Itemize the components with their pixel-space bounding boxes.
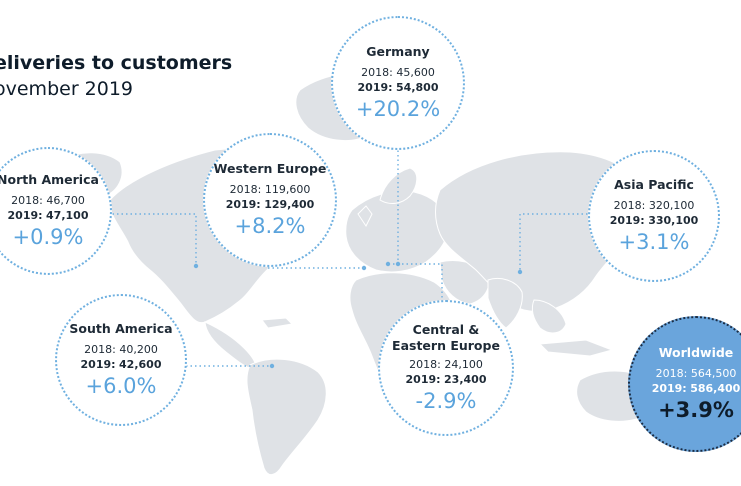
map-central-america xyxy=(204,321,257,371)
connector-dot-asia-pacific xyxy=(517,269,523,275)
bubble-central-eastern-europe: Central & Eastern Europe 2018: 24,100 20… xyxy=(378,300,514,436)
connector-dot-germany xyxy=(395,261,401,267)
value-2019: 2019: 23,400 xyxy=(405,372,487,386)
map-india xyxy=(487,278,523,329)
value-2018: 2018: 40,200 xyxy=(84,342,158,356)
bubble-western-europe: Western Europe 2018: 119,600 2019: 129,4… xyxy=(203,133,337,267)
value-2019: 2019: 129,400 xyxy=(225,197,315,211)
connector-north-america xyxy=(108,213,197,266)
map-south-america xyxy=(246,358,327,475)
value-2018: 2018: 119,600 xyxy=(229,182,311,196)
value-2018: 2018: 45,600 xyxy=(361,65,435,79)
change-percent: +3.9% xyxy=(658,397,734,422)
title-line-2: ovember 2019 xyxy=(0,78,134,100)
map-caribbean xyxy=(261,317,294,329)
map-uk xyxy=(357,205,373,227)
connector-asia-pacific xyxy=(519,213,592,272)
change-percent: +8.2% xyxy=(234,213,306,238)
connector-dot-central-eastern-europe xyxy=(385,261,391,267)
connector-dot-south-america xyxy=(269,363,275,369)
title-line-1: eliveries to customers xyxy=(0,52,233,74)
value-2018: 2018: 46,700 xyxy=(11,193,85,207)
bubble-north-america: North America 2018: 46,700 2019: 47,100 … xyxy=(0,147,112,275)
connector-dot-western-europe xyxy=(361,265,367,271)
value-2019: 2019: 47,100 xyxy=(7,208,89,222)
map-europe xyxy=(345,190,449,273)
value-2019: 2019: 42,600 xyxy=(80,357,162,371)
map-scandinavia xyxy=(379,167,418,204)
value-2019: 2019: 586,400 xyxy=(651,381,741,395)
change-percent: +3.1% xyxy=(618,229,690,254)
region-name: Germany xyxy=(366,43,430,59)
value-2019: 2019: 54,800 xyxy=(357,80,439,94)
bubble-asia-pacific: Asia Pacific 2018: 320,100 2019: 330,100… xyxy=(588,150,720,282)
region-name: Western Europe xyxy=(213,160,327,176)
change-percent: +6.0% xyxy=(85,373,157,398)
change-percent: +20.2% xyxy=(355,96,441,121)
connector-dot-north-america xyxy=(193,263,199,269)
region-name: North America xyxy=(0,171,99,187)
bubble-germany: Germany 2018: 45,600 2019: 54,800 +20.2% xyxy=(331,16,465,150)
page-title: eliveries to customers ovember 2019 xyxy=(0,50,232,102)
change-percent: -2.9% xyxy=(415,388,477,413)
bubble-worldwide: Worldwide 2018: 564,500 2019: 586,400 +3… xyxy=(628,316,741,452)
value-2018: 2018: 24,100 xyxy=(409,357,483,371)
region-name: South America xyxy=(69,320,173,336)
map-indonesia xyxy=(538,339,614,357)
value-2019: 2019: 330,100 xyxy=(609,213,699,227)
region-name-line-2: Eastern Europe xyxy=(392,337,500,353)
map-southeast-asia xyxy=(531,299,567,334)
value-2018: 2018: 320,100 xyxy=(613,198,695,212)
region-name-line-1: Central & xyxy=(412,321,480,337)
change-percent: +0.9% xyxy=(12,224,84,249)
bubble-south-america: South America 2018: 40,200 2019: 42,600 … xyxy=(55,294,187,426)
region-name: Worldwide xyxy=(658,344,734,360)
region-name: Asia Pacific xyxy=(614,176,694,192)
value-2018: 2018: 564,500 xyxy=(655,366,737,380)
